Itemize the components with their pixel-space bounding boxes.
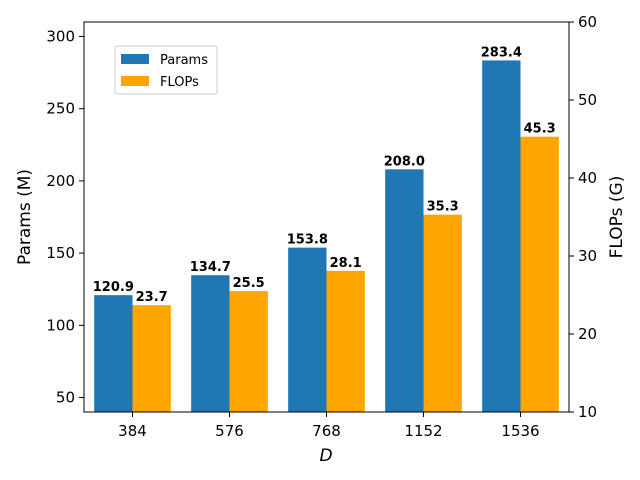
left-tick-label: 300 [46, 27, 75, 45]
bar-label-params-1536: 283.4 [481, 45, 522, 60]
x-tick-label: 768 [312, 422, 341, 440]
bar-params-1152 [385, 169, 424, 412]
x-axis: 384 576 768 1152 1536 [118, 412, 540, 440]
bar-label-params-384: 120.9 [93, 280, 134, 295]
left-tick-label: 100 [46, 316, 75, 334]
bar-flops-576 [229, 291, 268, 412]
bar-label-flops-1536: 45.3 [524, 122, 556, 137]
bar-label-flops-1152: 35.3 [427, 200, 459, 215]
right-tick-label: 40 [578, 169, 597, 187]
right-tick-label: 30 [578, 247, 597, 265]
right-tick-label: 10 [578, 403, 597, 421]
bar-flops-384 [132, 305, 171, 412]
right-axis: 10 20 30 40 50 60 [569, 13, 597, 421]
bars-group [94, 60, 559, 413]
bar-label-flops-576: 25.5 [233, 276, 265, 291]
x-tick-label: 1152 [404, 422, 442, 440]
bar-flops-1152 [423, 214, 462, 412]
left-tick-label: 200 [46, 172, 75, 190]
bar-label-flops-768: 28.1 [330, 256, 362, 271]
bar-params-576 [191, 275, 230, 412]
bar-label-params-1152: 208.0 [384, 154, 425, 169]
legend-swatch-params [121, 54, 149, 64]
y-axis-label-right: FLOPs (G) [607, 176, 627, 259]
bar-label-params-576: 134.7 [190, 260, 231, 275]
left-tick-label: 50 [56, 389, 75, 407]
legend-label-params: Params [160, 53, 208, 68]
x-tick-label: 1536 [501, 422, 539, 440]
right-tick-label: 20 [578, 325, 597, 343]
left-tick-label: 250 [46, 100, 75, 118]
left-axis: 50 100 150 200 250 300 [46, 27, 84, 407]
bar-label-flops-384: 23.7 [136, 290, 168, 305]
legend: Params FLOPs [114, 45, 218, 95]
bar-label-params-768: 153.8 [287, 233, 328, 248]
bar-params-1536 [482, 60, 521, 413]
legend-label-flops: FLOPs [160, 75, 199, 90]
bar-flops-768 [326, 270, 365, 412]
legend-swatch-flops [121, 76, 149, 86]
x-tick-label: 576 [215, 422, 244, 440]
bar-params-768 [288, 247, 327, 412]
left-tick-label: 150 [46, 244, 75, 262]
x-axis-label: D [319, 446, 332, 466]
x-tick-label: 384 [118, 422, 147, 440]
right-tick-label: 50 [578, 91, 597, 109]
bar-labels-group: 120.9 134.7 153.8 208.0 283.4 23.7 25.5 28.1 35.… [93, 45, 556, 305]
right-tick-label: 60 [578, 13, 597, 31]
y-axis-label-left: Params (M) [15, 169, 35, 265]
bar-flops-1536 [520, 136, 559, 412]
bar-params-384 [94, 295, 133, 412]
